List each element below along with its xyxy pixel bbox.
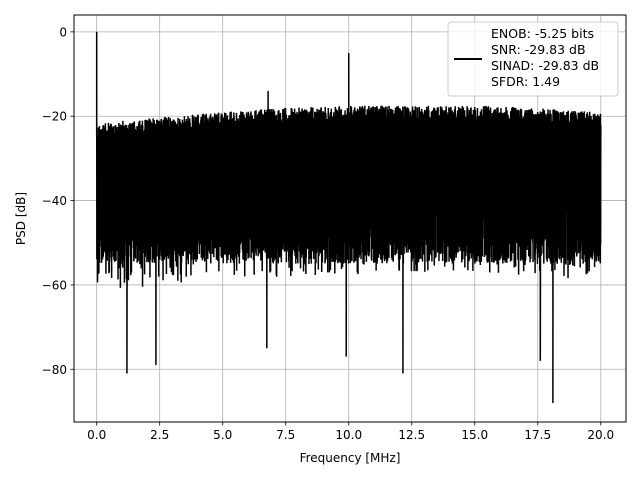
legend-line-snr: SNR: -29.83 dB [491, 42, 586, 57]
x-tick-label: 5.0 [213, 428, 232, 442]
x-tick-label: 17.5 [524, 428, 551, 442]
y-axis-ticks: 0 −20 −40 −60 −80 [42, 25, 74, 377]
x-tick-label: 10.0 [335, 428, 362, 442]
x-tick-label: 2.5 [150, 428, 169, 442]
x-tick-label: 7.5 [276, 428, 295, 442]
legend: ENOB: -5.25 bits SNR: -29.83 dB SINAD: -… [447, 21, 619, 97]
x-tick-label: 15.0 [461, 428, 488, 442]
x-axis-title: Frequency [MHz] [300, 451, 401, 465]
y-tick-label: −80 [42, 363, 67, 377]
legend-line-enob: ENOB: -5.25 bits [491, 26, 594, 41]
axes-frame [73, 14, 627, 423]
y-axis-title: PSD [dB] [14, 192, 28, 245]
y-tick-label: −40 [42, 194, 67, 208]
x-axis-ticks: 0.0 2.5 5.0 7.5 10.0 12.5 15.0 17.5 20.0 [87, 422, 614, 442]
x-tick-label: 20.0 [587, 428, 614, 442]
legend-line-sfdr: SFDR: 1.49 [491, 74, 560, 89]
psd-trace [95, 31, 602, 404]
y-tick-label: −60 [42, 278, 67, 292]
psd-series [95, 31, 602, 404]
legend-line-sinad: SINAD: -29.83 dB [491, 58, 599, 73]
y-tick-label: 0 [59, 25, 67, 39]
x-tick-label: 0.0 [87, 428, 106, 442]
legend-box [447, 21, 619, 97]
x-tick-label: 12.5 [398, 428, 425, 442]
y-tick-label: −20 [42, 110, 67, 124]
